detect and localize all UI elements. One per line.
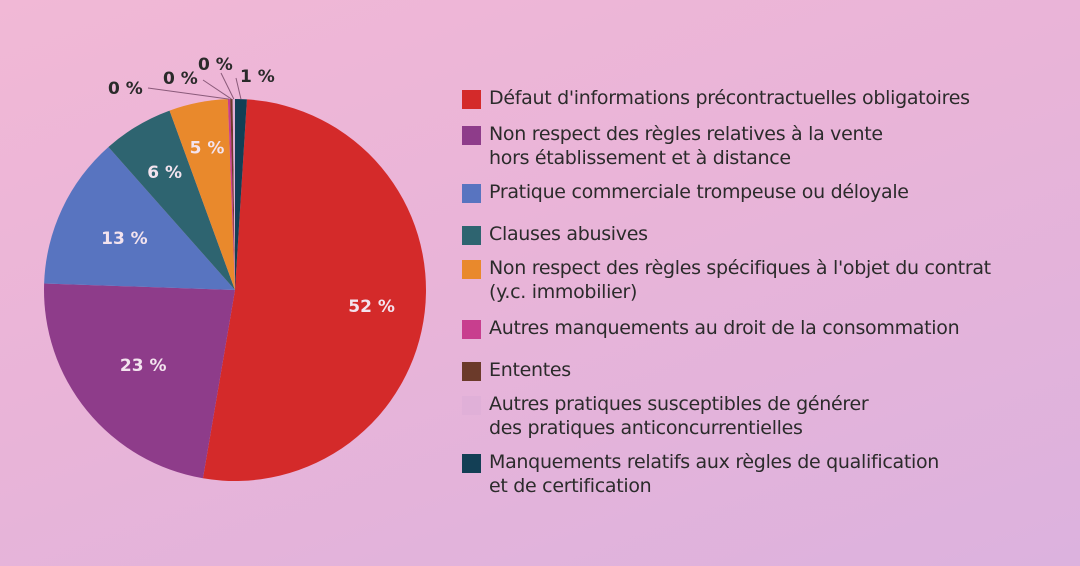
pie-slice [230, 99, 235, 291]
leader-line [220, 72, 235, 100]
legend-swatch [462, 454, 481, 473]
pie-slices [44, 99, 426, 482]
leader-line [235, 77, 242, 100]
legend-label: Manquements relatifs aux règles de quali… [489, 450, 939, 498]
pie-slice [44, 146, 235, 290]
leader-line [147, 87, 230, 100]
legend-label: Autres manquements au droit de la consom… [489, 316, 960, 340]
pie-slice [44, 283, 236, 479]
legend-swatch [462, 226, 481, 245]
legend-label-line: Défaut d'informations précontractuelles … [489, 87, 970, 109]
legend-label-line: hors établissement et à distance [489, 147, 791, 169]
pie-slice [232, 99, 235, 290]
pie-chart: 52 %23 %13 %6 %5 %0 % 0 %0 %1 % [44, 55, 426, 482]
legend-label-line: Non respect des règles relatives à la ve… [489, 123, 883, 145]
pie-slice [202, 99, 426, 482]
legend-label: Défaut d'informations précontractuelles … [489, 86, 970, 110]
slice-value-label: 0 % [198, 55, 233, 75]
legend-swatch [462, 396, 481, 415]
legend-label-line: des pratiques anticoncurrentielles [489, 417, 803, 439]
legend-swatch [462, 320, 481, 339]
legend-item: Ententes [462, 358, 571, 382]
pie-slice [235, 99, 247, 290]
legend-item: Défaut d'informations précontractuelles … [462, 86, 970, 110]
leader-lines [147, 72, 242, 100]
legend-item: Pratique commerciale trompeuse ou déloya… [462, 180, 909, 204]
legend-swatch [462, 184, 481, 203]
legend-swatch [462, 126, 481, 145]
slice-value-label: 0 % [108, 79, 143, 99]
legend-item: Manquements relatifs aux règles de quali… [462, 450, 939, 498]
slice-value-label: 52 % [348, 297, 395, 317]
slice-value-label: 13 % [101, 229, 148, 249]
pie-slice [169, 99, 235, 290]
legend-item: Autres manquements au droit de la consom… [462, 316, 960, 340]
legend-item: Clauses abusives [462, 222, 648, 246]
legend-label-line: Manquements relatifs aux règles de quali… [489, 451, 940, 473]
legend-label-line: Pratique commerciale trompeuse ou déloya… [489, 181, 909, 203]
legend-swatch [462, 90, 481, 109]
slice-value-label: 1 % [240, 67, 275, 87]
pie-slice [108, 110, 235, 290]
legend-label: Pratique commerciale trompeuse ou déloya… [489, 180, 909, 204]
leader-line [202, 79, 232, 100]
slice-value-label: 0 % [163, 69, 198, 89]
legend-label: Non respect des règles relatives à la ve… [489, 122, 883, 170]
legend-swatch [462, 260, 481, 279]
legend-label-line: Non respect des règles spécifiques à l'o… [489, 257, 991, 279]
legend-label-line: Autres pratiques susceptibles de générer [489, 393, 869, 415]
legend-swatch [462, 362, 481, 381]
legend-item: Autres pratiques susceptibles de générer… [462, 392, 869, 440]
pie-slice [227, 99, 235, 290]
legend-label-line: Autres manquements au droit de la consom… [489, 317, 960, 339]
slice-labels: 52 %23 %13 %6 %5 %0 % 0 %0 %1 % [101, 55, 395, 376]
legend-label-line: Clauses abusives [489, 223, 648, 245]
legend-label: Autres pratiques susceptibles de générer… [489, 392, 869, 440]
legend-label-line: et de certification [489, 475, 652, 497]
slice-value-label: 23 % [120, 356, 167, 376]
legend-label: Non respect des règles spécifiques à l'o… [489, 256, 991, 304]
legend-label-line: (y.c. immobilier) [489, 281, 638, 303]
legend-label-line: Ententes [489, 359, 571, 381]
legend-label: Ententes [489, 358, 571, 382]
legend-item: Non respect des règles spécifiques à l'o… [462, 256, 991, 304]
legend-item: Non respect des règles relatives à la ve… [462, 122, 883, 170]
slice-value-label: 5 % [190, 139, 225, 159]
slice-value-label: 6 % [147, 163, 182, 183]
legend-label: Clauses abusives [489, 222, 648, 246]
